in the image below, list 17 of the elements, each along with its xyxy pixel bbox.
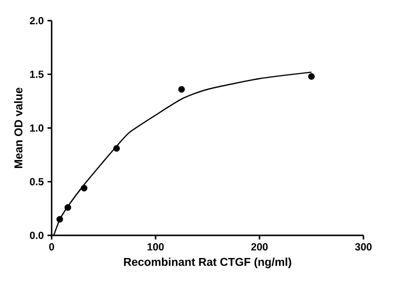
- point: [64, 204, 72, 211]
- point: [80, 184, 88, 192]
- y-tick-label: 0.5: [30, 178, 44, 186]
- x-tick-label: 300: [355, 243, 372, 250]
- x-tick-label: 100: [148, 243, 164, 250]
- y-tick-label: 2.0: [30, 16, 44, 24]
- point: [56, 216, 64, 223]
- point: [308, 73, 315, 80]
- x-tick-label: 200: [251, 243, 268, 250]
- y-tick-label: 0.0: [30, 232, 44, 240]
- x-axis-title: Recombinant Rat CTGF (ng/ml): [124, 258, 292, 268]
- x-tick-label: 0: [49, 243, 54, 250]
- y-tick-label: 1.5: [30, 70, 44, 78]
- point: [113, 145, 120, 152]
- y-tick-label: 1.0: [30, 124, 44, 132]
- y-axis-title: Mean OD value: [14, 88, 22, 168]
- point: [178, 86, 185, 93]
